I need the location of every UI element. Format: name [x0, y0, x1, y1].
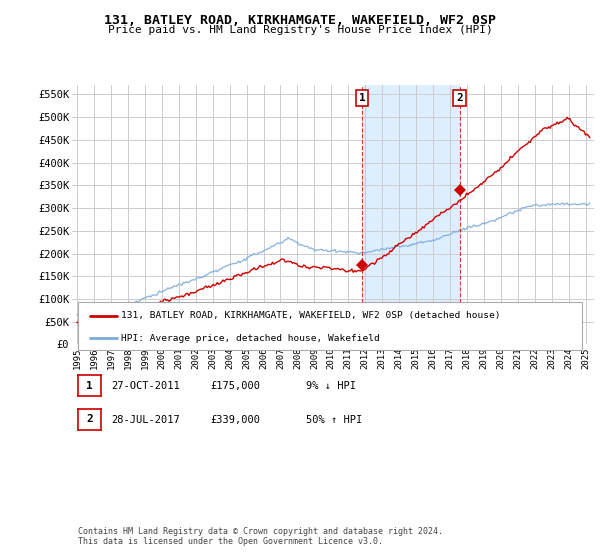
Text: 27-OCT-2011: 27-OCT-2011: [111, 381, 180, 391]
Text: 50% ↑ HPI: 50% ↑ HPI: [306, 415, 362, 425]
Text: HPI: Average price, detached house, Wakefield: HPI: Average price, detached house, Wake…: [121, 334, 380, 343]
Text: 9% ↓ HPI: 9% ↓ HPI: [306, 381, 356, 391]
Text: Contains HM Land Registry data © Crown copyright and database right 2024.
This d: Contains HM Land Registry data © Crown c…: [78, 526, 443, 546]
Text: Price paid vs. HM Land Registry's House Price Index (HPI): Price paid vs. HM Land Registry's House …: [107, 25, 493, 35]
Text: 1: 1: [86, 381, 93, 391]
Text: 131, BATLEY ROAD, KIRKHAMGATE, WAKEFIELD, WF2 0SP (detached house): 131, BATLEY ROAD, KIRKHAMGATE, WAKEFIELD…: [121, 311, 500, 320]
Text: 2: 2: [456, 93, 463, 103]
Text: £175,000: £175,000: [210, 381, 260, 391]
Text: 1: 1: [359, 93, 365, 103]
Text: 28-JUL-2017: 28-JUL-2017: [111, 415, 180, 425]
Text: £339,000: £339,000: [210, 415, 260, 425]
Text: 131, BATLEY ROAD, KIRKHAMGATE, WAKEFIELD, WF2 0SP: 131, BATLEY ROAD, KIRKHAMGATE, WAKEFIELD…: [104, 14, 496, 27]
Text: 2: 2: [86, 414, 93, 424]
